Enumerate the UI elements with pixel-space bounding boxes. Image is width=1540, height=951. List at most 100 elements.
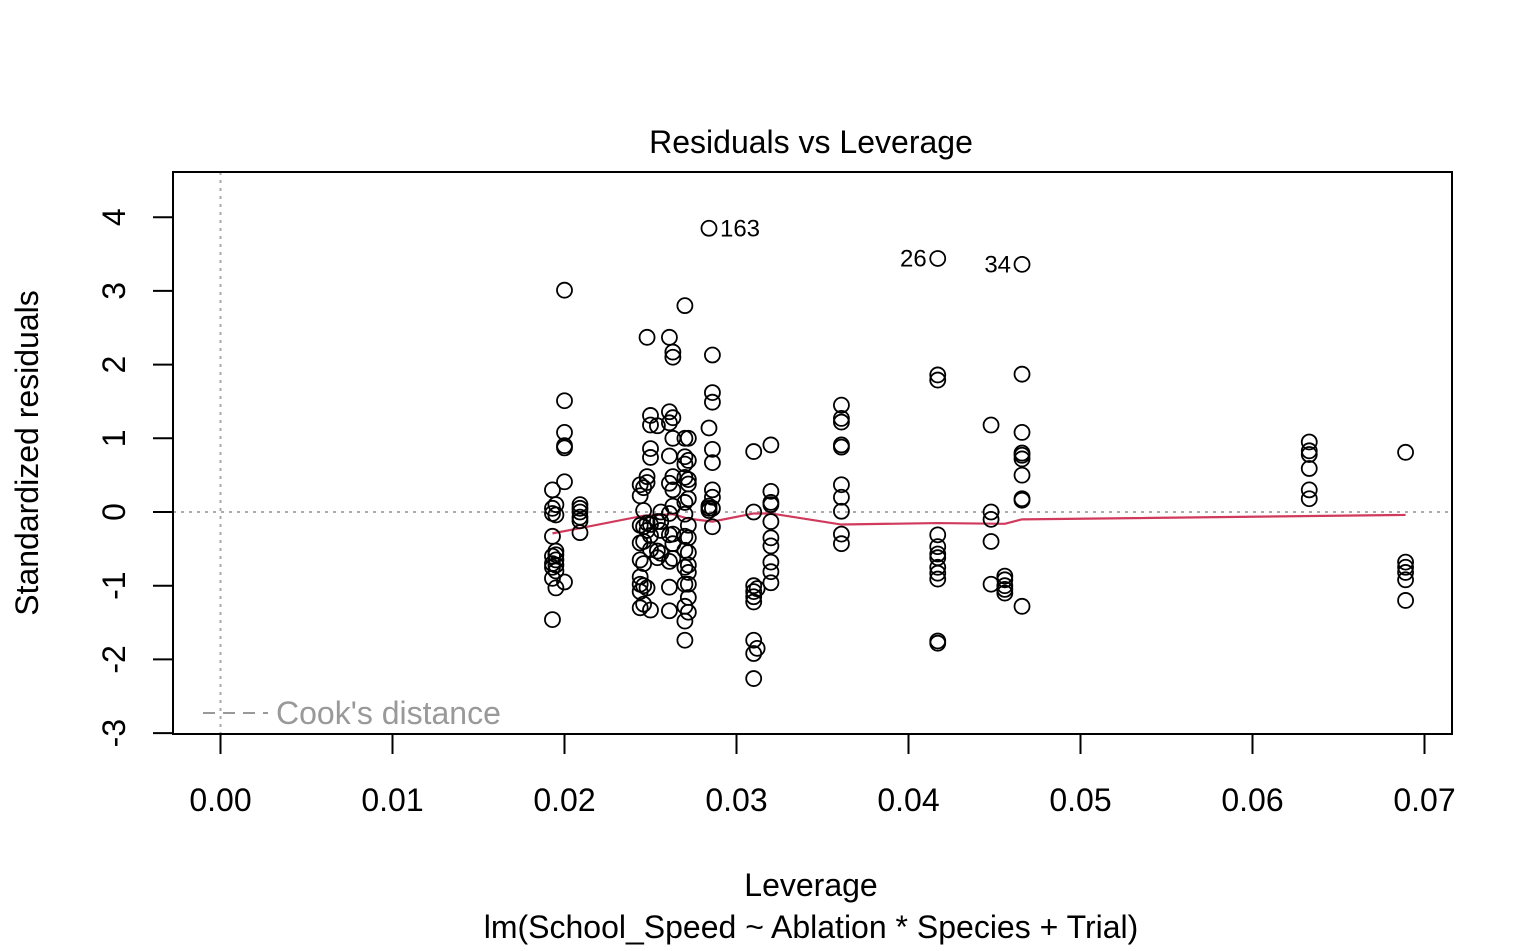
data-point <box>982 533 1000 550</box>
data-point <box>661 447 678 465</box>
data-point <box>996 584 1014 602</box>
data-point <box>833 396 850 414</box>
data-point <box>547 496 565 514</box>
data-point <box>833 535 850 553</box>
data-point <box>982 503 1000 521</box>
data-point <box>635 555 653 572</box>
data-point <box>700 219 718 237</box>
data-point <box>679 516 697 534</box>
data-point <box>745 577 763 595</box>
data-point <box>661 414 678 432</box>
data-point <box>762 537 780 555</box>
data-point <box>1397 564 1414 581</box>
y-tick-label: -1 <box>96 571 132 599</box>
data-point <box>642 449 659 466</box>
data-point <box>929 558 947 576</box>
data-point <box>664 497 682 515</box>
data-point <box>745 443 763 460</box>
data-point <box>929 538 947 556</box>
data-point <box>547 562 565 580</box>
data-point <box>664 409 682 427</box>
data-point <box>661 578 678 596</box>
data-point <box>1013 597 1031 615</box>
data-point <box>1013 466 1031 484</box>
data-point <box>631 599 649 617</box>
y-axis-label: Standardized residuals <box>9 290 45 616</box>
data-point <box>664 481 682 499</box>
data-point <box>929 366 947 384</box>
data-point <box>679 429 697 447</box>
data-point <box>833 488 850 506</box>
data-point <box>700 419 718 437</box>
x-tick-label: 0.05 <box>1049 782 1111 818</box>
data-point <box>638 328 656 346</box>
data-point <box>547 556 565 574</box>
data-point <box>1397 558 1414 576</box>
data-point <box>1013 424 1031 441</box>
data-point <box>929 371 947 389</box>
data-point <box>676 494 694 511</box>
data-point <box>929 634 947 652</box>
data-point <box>556 439 573 457</box>
data-point <box>571 524 589 542</box>
data-point <box>547 579 565 597</box>
data-point <box>571 512 589 530</box>
data-point <box>679 452 697 469</box>
data-point <box>676 612 694 630</box>
data-point <box>664 468 682 486</box>
data-point <box>1397 553 1414 571</box>
point-labels-group: 163 26 34 <box>720 215 1011 278</box>
data-point <box>635 479 653 497</box>
data-point <box>679 490 697 508</box>
data-point <box>745 583 763 600</box>
data-point <box>1397 571 1414 589</box>
data-point <box>762 482 780 500</box>
data-point <box>544 558 561 576</box>
data-point <box>704 393 721 411</box>
data-point <box>642 440 659 458</box>
x-tick-label: 0.04 <box>877 782 939 818</box>
data-point <box>1397 592 1414 609</box>
data-point <box>676 631 694 649</box>
legend-cooks-distance-label: Cook's distance <box>276 695 501 731</box>
data-point <box>1300 490 1318 508</box>
legend: Cook's distance <box>203 695 501 731</box>
point-label: 163 <box>720 215 760 242</box>
data-point <box>679 564 697 581</box>
data-point <box>642 601 659 619</box>
data-point <box>652 513 670 530</box>
data-point <box>556 392 573 410</box>
data-point <box>676 505 694 523</box>
data-point <box>638 468 656 486</box>
point-label: 26 <box>900 245 927 272</box>
data-point <box>638 474 656 491</box>
data-point <box>704 440 721 458</box>
data-point <box>1300 481 1318 499</box>
data-point <box>704 454 721 472</box>
data-point <box>745 645 763 662</box>
data-point <box>635 502 653 519</box>
data-point <box>556 281 573 299</box>
data-point <box>1013 491 1031 509</box>
data-point <box>547 506 565 524</box>
data-point <box>929 250 947 267</box>
data-point <box>648 542 666 560</box>
data-point <box>661 602 678 620</box>
x-axis-label: Leverage <box>744 867 877 903</box>
data-point <box>982 510 1000 528</box>
point-label: 34 <box>984 251 1011 278</box>
data-point <box>544 611 561 629</box>
data-point <box>679 575 697 593</box>
data-point <box>635 577 653 595</box>
data-point <box>679 556 697 574</box>
points-group <box>544 219 1414 687</box>
data-point <box>745 670 763 687</box>
data-point <box>1300 433 1318 451</box>
data-point <box>929 526 947 544</box>
data-point <box>833 476 850 494</box>
data-point <box>833 502 850 520</box>
chart-title: Residuals vs Leverage <box>649 124 973 160</box>
data-point <box>571 503 589 521</box>
data-point <box>929 570 947 588</box>
